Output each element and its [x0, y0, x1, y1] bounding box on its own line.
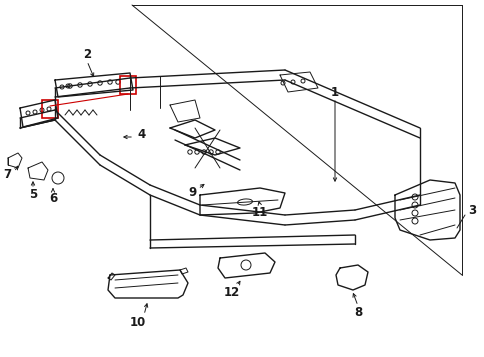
Text: 10: 10: [130, 316, 146, 328]
Text: 8: 8: [353, 306, 362, 318]
Text: 12: 12: [224, 287, 240, 300]
Text: 1: 1: [330, 85, 338, 99]
Text: 6: 6: [49, 191, 57, 205]
Text: 5: 5: [29, 188, 37, 201]
Bar: [42, 100, 58, 118]
Text: 11: 11: [251, 206, 268, 218]
Bar: [120, 76, 136, 94]
Text: 9: 9: [188, 186, 197, 198]
Text: 2: 2: [83, 49, 91, 61]
Text: 7: 7: [3, 169, 11, 181]
Text: 3: 3: [467, 203, 475, 216]
Text: 4: 4: [137, 129, 146, 141]
